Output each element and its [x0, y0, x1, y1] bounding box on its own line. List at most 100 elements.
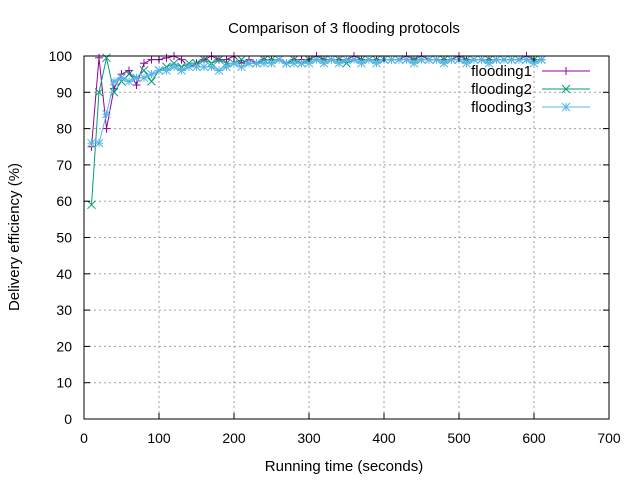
data-point-flooding3 [109, 77, 119, 86]
data-point-flooding3 [394, 55, 404, 64]
data-point-flooding1 [132, 81, 141, 90]
data-point-flooding3 [229, 58, 239, 68]
y-tick-label: 80 [56, 121, 72, 137]
x-tick-label: 500 [447, 430, 471, 446]
data-point-flooding3 [102, 109, 111, 119]
data-point-flooding3 [357, 58, 366, 68]
data-point-flooding3 [342, 55, 351, 64]
x-tick-label: 200 [222, 430, 246, 446]
data-point-flooding3 [387, 55, 396, 64]
data-point-flooding3 [214, 66, 224, 75]
data-point-flooding3 [319, 58, 329, 68]
data-point-flooding3 [514, 55, 524, 64]
data-point-flooding3 [417, 55, 426, 64]
y-tick-label: 90 [56, 84, 72, 100]
legend-label: flooding1 [471, 63, 532, 80]
data-point-flooding3 [94, 138, 104, 148]
data-point-flooding3 [244, 58, 254, 68]
legend-label: flooding2 [471, 81, 532, 98]
x-tick-label: 100 [147, 430, 171, 446]
series-layer [87, 52, 546, 210]
y-tick-label: 10 [56, 375, 72, 391]
data-point-flooding2 [102, 53, 111, 63]
y-tick-label: 50 [56, 230, 72, 246]
data-point-flooding2 [139, 66, 149, 75]
data-point-flooding3 [312, 55, 321, 64]
data-point-flooding3 [237, 62, 246, 72]
data-point-flooding3 [162, 66, 171, 75]
data-point-flooding3 [259, 58, 269, 68]
data-point-flooding1 [162, 53, 171, 62]
data-point-flooding3 [522, 55, 531, 64]
x-tick-label: 600 [522, 430, 546, 446]
data-point-flooding2 [237, 55, 246, 64]
data-point-flooding1 [147, 55, 156, 64]
data-point-flooding3 [274, 55, 284, 64]
data-point-flooding1 [102, 124, 111, 133]
data-point-flooding3 [447, 55, 456, 64]
data-point-flooding3 [117, 73, 126, 83]
y-axis-label: Delivery efficiency (%) [6, 163, 23, 311]
data-point-flooding2 [94, 87, 104, 97]
data-point-flooding3 [424, 55, 434, 64]
legend-marker [562, 67, 570, 75]
data-point-flooding3 [492, 55, 501, 64]
data-point-flooding3 [372, 58, 381, 68]
y-tick-label: 40 [56, 266, 72, 282]
y-tick-label: 70 [56, 157, 72, 173]
data-point-flooding1 [140, 59, 148, 68]
data-point-flooding3 [289, 58, 299, 68]
legend-item-flooding3: flooding3 [471, 99, 590, 116]
data-point-flooding1 [177, 55, 186, 64]
data-point-flooding3 [349, 55, 359, 64]
data-point-flooding2 [199, 55, 209, 64]
data-point-flooding3 [439, 58, 449, 68]
data-point-flooding2 [147, 77, 156, 86]
data-point-flooding3 [477, 55, 486, 64]
tick-labels: 0 10 20 30 40 50 60 70 80 90 100 0 100 200 300 400 500 60… [49, 48, 621, 446]
data-point-flooding3 [334, 58, 344, 68]
data-point-flooding1 [222, 55, 231, 64]
data-point-flooding3 [402, 55, 411, 64]
data-point-flooding3 [507, 55, 516, 64]
data-point-flooding3 [132, 73, 141, 83]
data-point-flooding3 [252, 58, 261, 68]
legend-marker [561, 102, 571, 112]
data-point-flooding3 [364, 55, 374, 64]
data-point-flooding3 [327, 55, 336, 64]
data-point-flooding3 [169, 62, 179, 72]
y-tick-label: 0 [64, 411, 72, 427]
data-point-flooding3 [124, 77, 134, 86]
y-tick-label: 100 [49, 48, 73, 64]
data-point-flooding3 [499, 55, 509, 64]
data-point-flooding3 [154, 66, 164, 75]
data-point-flooding2 [124, 69, 134, 79]
legend-marker [561, 84, 571, 94]
data-point-flooding3 [207, 62, 216, 72]
data-point-flooding3 [297, 58, 306, 68]
data-point-flooding1 [95, 53, 103, 62]
data-point-flooding3 [282, 58, 291, 68]
data-point-flooding3 [139, 73, 149, 83]
data-point-flooding3 [87, 138, 96, 148]
data-point-flooding3 [462, 58, 471, 68]
y-tick-label: 20 [56, 338, 72, 354]
x-tick-label: 400 [372, 430, 396, 446]
grid [84, 56, 609, 419]
y-tick-label: 60 [56, 193, 72, 209]
data-point-flooding3 [432, 55, 441, 64]
y-tick-label: 30 [56, 302, 72, 318]
data-point-flooding3 [267, 58, 276, 68]
data-point-flooding3 [469, 55, 479, 64]
legend-item-flooding2: flooding2 [471, 81, 590, 98]
data-point-flooding3 [484, 58, 494, 68]
data-point-flooding3 [177, 66, 186, 75]
data-point-flooding1 [125, 66, 133, 75]
x-tick-label: 700 [597, 430, 621, 446]
data-point-flooding2 [214, 55, 224, 64]
data-point-flooding3 [147, 69, 156, 79]
legend-item-flooding1: flooding1 [471, 63, 590, 80]
legend-label: flooding3 [471, 99, 532, 116]
